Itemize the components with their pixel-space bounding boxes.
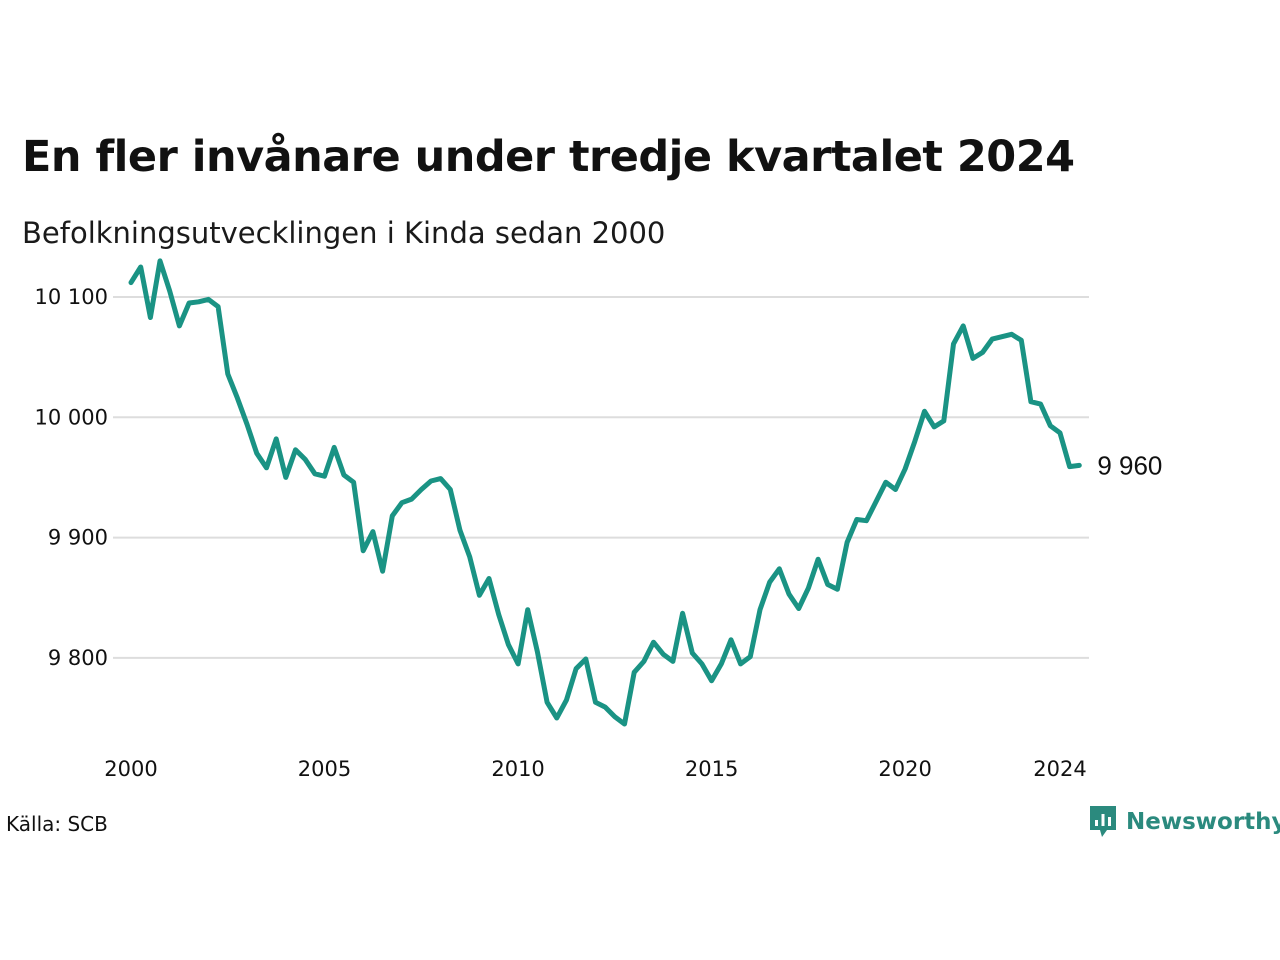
x-tick-label: 2020 [878, 757, 931, 781]
x-tick-label: 2024 [1033, 757, 1086, 781]
x-axis-tick-labels: 2000 2005 2010 2015 2020 2024 [104, 757, 1086, 781]
chart-subtitle: Befolkningsutvecklingen i Kinda sedan 20… [22, 216, 666, 250]
gridlines [113, 296, 1089, 659]
y-axis-tick-labels: 9 800 9 900 10 000 10 100 [35, 285, 108, 670]
y-tick-label: 10 100 [35, 285, 108, 309]
newsworthy-logo-icon [1090, 806, 1116, 837]
end-value-label: 9 960 [1097, 450, 1162, 480]
x-tick-label: 2010 [491, 757, 544, 781]
brand-name: Newsworthy [1126, 809, 1280, 835]
x-tick-label: 2000 [104, 757, 157, 781]
y-tick-label: 10 000 [35, 405, 108, 429]
x-tick-label: 2015 [685, 757, 738, 781]
series-layer [128, 258, 1082, 727]
y-tick-label: 9 800 [48, 646, 108, 670]
chart-title: En fler invånare under tredje kvartalet … [22, 132, 1075, 182]
source-note: Källa: SCB [6, 812, 108, 836]
x-tick-label: 2005 [298, 757, 351, 781]
series-line [128, 258, 1082, 727]
data-labels: 9 960 [1097, 450, 1162, 480]
brand-logo: Newsworthy [1088, 804, 1280, 840]
y-tick-label: 9 900 [48, 526, 108, 550]
